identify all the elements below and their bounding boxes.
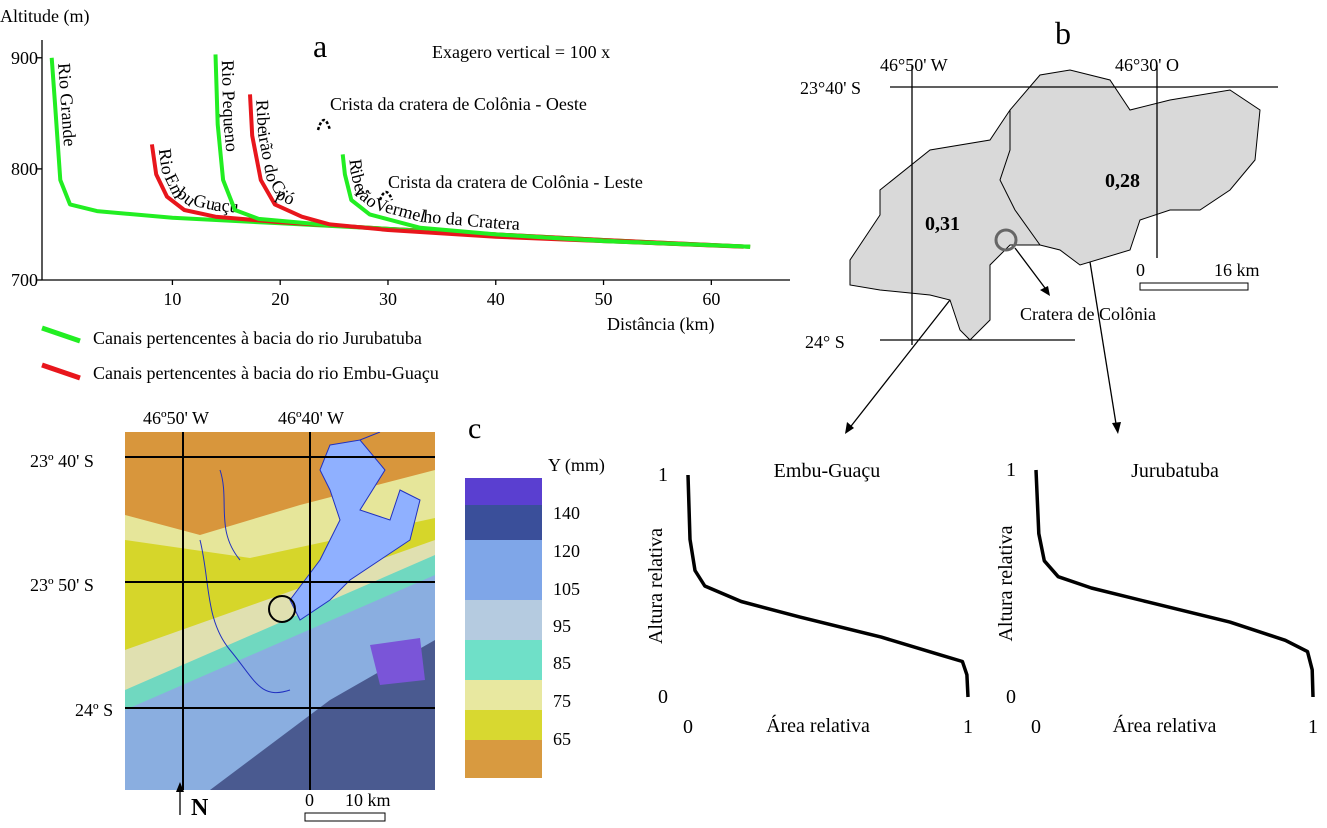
y-tick-label: 700 xyxy=(11,270,38,290)
latitude-label: 23º 40' S xyxy=(30,451,94,471)
map-c xyxy=(125,432,435,790)
scale-label: 0 xyxy=(1136,260,1145,280)
legend-swatch xyxy=(42,365,80,378)
legend-band xyxy=(465,600,542,640)
legend-band xyxy=(465,478,542,505)
latitude-label: 24º S xyxy=(75,700,113,720)
x-tick-label: 40 xyxy=(487,289,505,309)
crest-marker xyxy=(318,120,330,130)
scale-bar xyxy=(305,813,385,821)
north-label: N xyxy=(191,795,209,821)
zone xyxy=(370,638,425,685)
legend-value: 120 xyxy=(553,541,580,561)
series-name: Rio Embu Guaçu xyxy=(155,147,240,216)
y-axis-label: Altura relativa xyxy=(645,528,667,644)
y-tick-label: 800 xyxy=(11,159,38,179)
arrow xyxy=(1090,262,1117,430)
chart-title: Embu-Guaçu xyxy=(774,460,881,482)
subtitle: Exagero vertical = 100 x xyxy=(432,42,610,62)
map-b: b 46°50' W 46°30' O 23°40' S 24° S 0,31 … xyxy=(800,15,1278,434)
longitude-label: 46º40' W xyxy=(278,408,344,428)
legend-band xyxy=(465,740,542,778)
y-axis-label: Altitude (m) xyxy=(0,6,89,27)
legend-band xyxy=(465,710,542,740)
series-line xyxy=(1036,470,1313,697)
legend-swatch xyxy=(42,328,80,341)
y-tick-label: 900 xyxy=(11,48,38,68)
figure: Altitude (m) a Exagero vertical = 100 x … xyxy=(0,0,1327,823)
y-axis-label: Altura relativa xyxy=(995,525,1017,641)
arrow xyxy=(1015,248,1048,292)
x-axis-label: Área relativa xyxy=(1113,714,1217,737)
longitude-label: 46°50' W xyxy=(880,55,948,75)
longitude-label: 46º50' W xyxy=(143,408,209,428)
panel-label: b xyxy=(1055,15,1071,51)
legend-value: 95 xyxy=(553,616,571,636)
latitude-label: 24° S xyxy=(805,332,845,352)
legend-value: 85 xyxy=(553,653,571,673)
legend-label: Canais pertencentes à bacia do rio Embu-… xyxy=(93,363,439,383)
legend-band xyxy=(465,640,542,680)
legend-band xyxy=(465,540,542,600)
panel-label: a xyxy=(313,28,327,64)
y-tick-label: 1 xyxy=(1006,459,1016,481)
series-name-path: Ribeirão Vermelho da Cratera xyxy=(345,158,520,234)
scale-label: 0 xyxy=(305,790,314,810)
series-name-path: Rio Pequeno xyxy=(218,60,243,153)
legend-value: 75 xyxy=(553,691,571,711)
legend-title: Y (mm) xyxy=(548,455,605,476)
series-name: Ribeirão do Cipó xyxy=(252,99,298,209)
series-line xyxy=(688,475,968,697)
legend-band xyxy=(465,505,542,540)
arrow-head xyxy=(1112,422,1121,434)
legend-value: 65 xyxy=(553,729,571,749)
x-axis-label: Área relativa xyxy=(766,714,870,737)
latitude-label: 23º 50' S xyxy=(30,575,94,595)
series-name-path: Rio Embu Guaçu xyxy=(155,147,240,216)
annotation: Crista da cratera de Colônia - Oeste xyxy=(330,94,587,114)
x-tick-label: 50 xyxy=(595,289,613,309)
legend-band xyxy=(465,680,542,710)
chart-title: Jurubatuba xyxy=(1131,460,1219,482)
index-value: 0,28 xyxy=(1105,170,1140,192)
x-tick-label: 30 xyxy=(379,289,397,309)
color-legend xyxy=(465,478,542,778)
scale-label: 10 km xyxy=(345,790,391,810)
latitude-label: 23°40' S xyxy=(800,78,861,98)
x-axis-label: Distância (km) xyxy=(607,314,714,335)
x-tick-label: 20 xyxy=(271,289,289,309)
index-value: 0,31 xyxy=(925,213,960,235)
series-name: Ribeirão Vermelho da Cratera xyxy=(345,158,520,234)
scale-bar xyxy=(1140,283,1248,290)
y-tick-label: 0 xyxy=(1006,686,1016,708)
series-name-path: Ribeirão do Cipó xyxy=(252,99,298,209)
x-tick-label: 0 xyxy=(1031,716,1041,738)
x-tick-label: 0 xyxy=(683,716,693,738)
legend-value: 105 xyxy=(553,579,580,599)
x-tick-label: 10 xyxy=(163,289,181,309)
legend-value: 140 xyxy=(553,503,580,523)
arrow xyxy=(848,300,950,430)
x-tick-label: 1 xyxy=(1308,716,1318,738)
series-name: Rio Pequeno xyxy=(218,60,243,153)
x-tick-label: 60 xyxy=(702,289,720,309)
arrow-head xyxy=(1040,286,1050,296)
panel-label: c xyxy=(468,412,481,445)
scale-label: 16 km xyxy=(1214,260,1260,280)
crater-label: Cratera de Colônia xyxy=(1020,304,1156,324)
annotation: Crista da cratera de Colônia - Leste xyxy=(388,172,643,192)
longitude-label: 46°30' O xyxy=(1115,55,1179,75)
y-tick-label: 1 xyxy=(658,464,668,486)
y-tick-label: 0 xyxy=(658,686,668,708)
legend-label: Canais pertencentes à bacia do rio Jurub… xyxy=(93,328,422,348)
x-tick-label: 1 xyxy=(963,716,973,738)
